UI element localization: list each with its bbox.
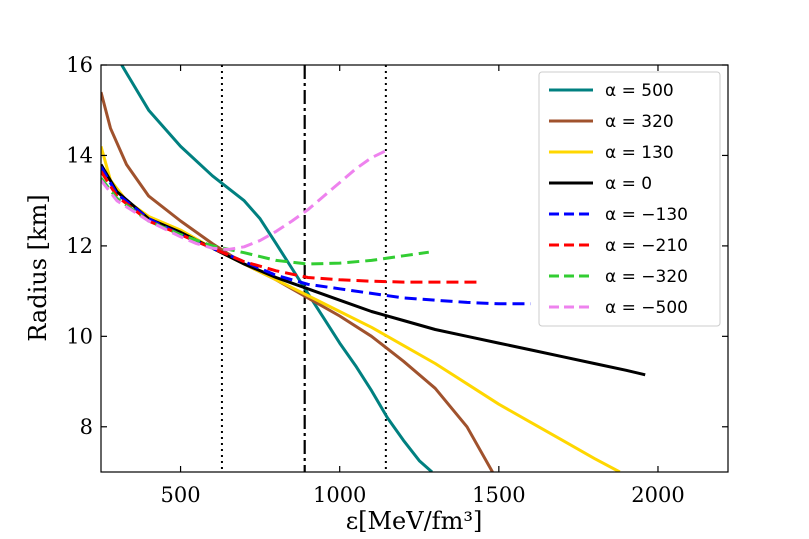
series-line-0: [120, 65, 433, 472]
x-axis-title: ε[MeV/fm³]: [346, 507, 483, 535]
x-axis: 500 1000 1500 2000: [161, 65, 685, 507]
series-layer: [101, 65, 646, 472]
legend: α = 500 α = 320 α = 130 α = 0 α = −130 α = −2…: [538, 71, 721, 327]
series-line-3: [101, 163, 646, 377]
series-line-5: [101, 170, 477, 284]
legend-label: α = −130: [605, 205, 688, 225]
x-tick-label: 500: [161, 483, 201, 507]
legend-label: α = −500: [605, 298, 688, 318]
y-tick-label: 12: [66, 234, 93, 258]
y-tick-label: 14: [66, 143, 93, 167]
legend-label: α = −210: [605, 236, 688, 256]
x-tick-label: 2000: [631, 483, 684, 507]
series-line-2: [101, 145, 621, 472]
y-tick-label: 16: [66, 53, 93, 77]
plot-frame: [100, 64, 729, 473]
y-axis: 8 10 12 14 16: [66, 53, 728, 439]
y-axis-title: Radius [km]: [24, 194, 52, 341]
x-tick-label: 1500: [472, 483, 525, 507]
y-tick-label: 8: [80, 415, 93, 439]
legend-label: α = 0: [605, 174, 652, 194]
series-line-7: [101, 148, 389, 251]
x-tick-label: 1000: [313, 483, 366, 507]
legend-label: α = 500: [605, 81, 674, 101]
reference-lines: [220, 65, 387, 472]
legend-label: α = 130: [605, 143, 674, 163]
legend-label: α = 320: [605, 112, 674, 132]
legend-label: α = −320: [605, 267, 688, 287]
y-tick-label: 10: [66, 324, 93, 348]
legend-box: [538, 71, 721, 327]
